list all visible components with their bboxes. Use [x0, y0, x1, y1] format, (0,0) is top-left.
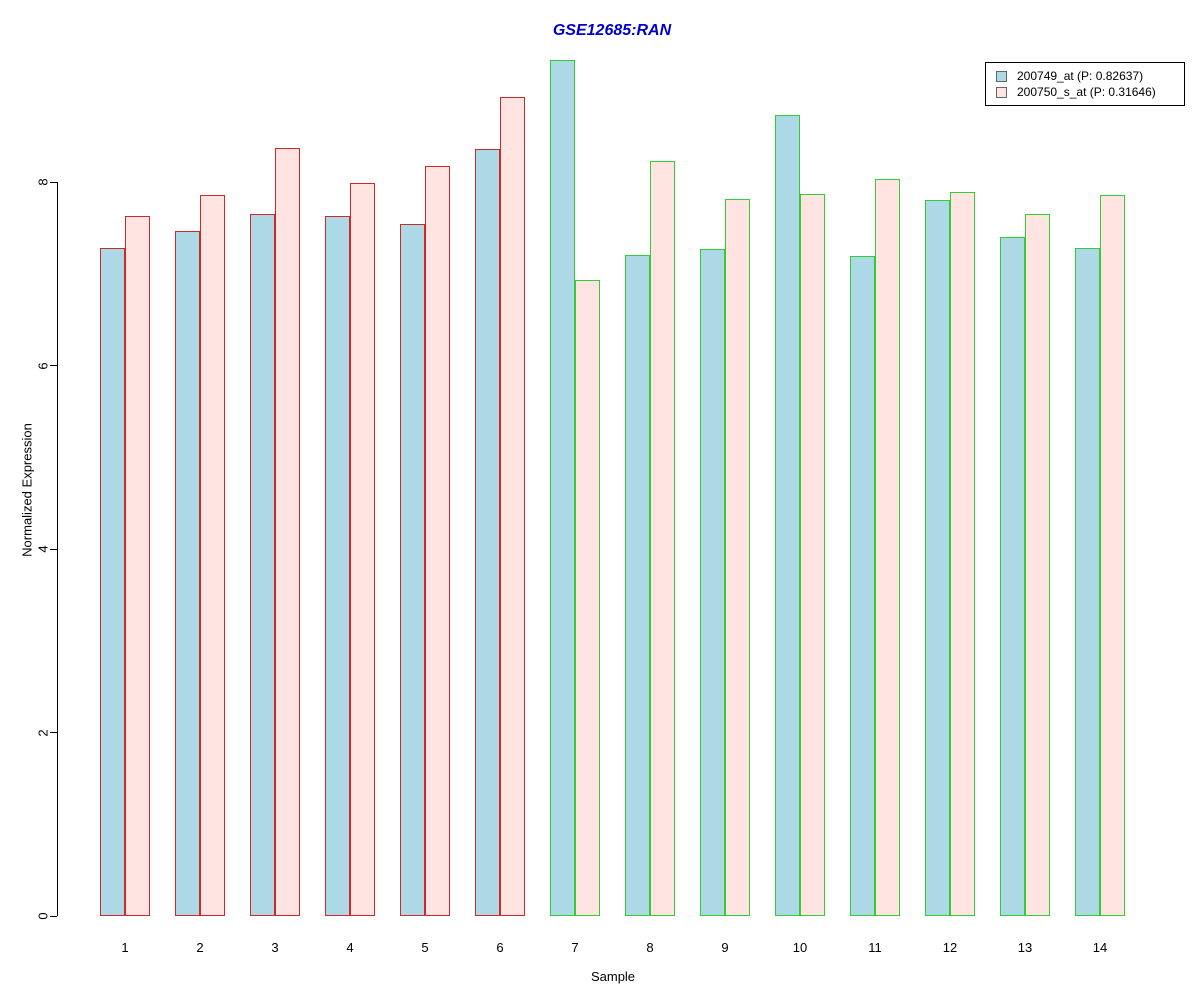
y-axis-tick-label: 0	[35, 912, 51, 920]
bar-sample3-200749_at	[250, 214, 275, 916]
x-tick-label-2: 2	[196, 940, 204, 955]
y-axis-line	[57, 182, 58, 916]
x-tick-label-14: 14	[1092, 940, 1108, 955]
legend-swatch-series1-icon	[996, 70, 1007, 82]
y-axis-tick	[50, 181, 57, 183]
x-tick-label-10: 10	[792, 940, 808, 955]
y-axis-tick-label: 6	[35, 362, 51, 370]
x-axis-title: Sample	[590, 969, 636, 984]
bar-sample14-200750_s_at	[1100, 195, 1125, 916]
x-tick-label-9: 9	[721, 940, 729, 955]
bar-sample3-200750_s_at	[275, 148, 300, 916]
chart-title: GSE12685:RAN	[552, 22, 672, 39]
bar-sample6-200750_s_at	[500, 97, 525, 916]
bar-sample11-200750_s_at	[875, 179, 900, 916]
x-tick-label-12: 12	[942, 940, 958, 955]
x-tick-label-13: 13	[1017, 940, 1033, 955]
bar-sample1-200749_at	[100, 248, 125, 916]
legend-label-series1: 200749_at (P: 0.82637)	[1017, 69, 1144, 83]
y-axis-tick	[50, 365, 57, 367]
bar-sample8-200750_s_at	[650, 161, 675, 916]
bar-sample13-200750_s_at	[1025, 214, 1050, 916]
legend-item: 200749_at (P: 0.82637)	[994, 68, 1176, 84]
bar-sample11-200749_at	[850, 256, 875, 916]
y-axis-tick	[50, 548, 57, 550]
y-axis-tick	[50, 732, 57, 734]
x-tick-label-1: 1	[121, 940, 129, 955]
bar-sample10-200749_at	[775, 115, 800, 916]
legend-label-series2: 200750_s_at (P: 0.31646)	[1017, 85, 1156, 99]
legend-swatch-series2-icon	[996, 86, 1007, 98]
x-tick-label-4: 4	[346, 940, 354, 955]
legend-item: 200750_s_at (P: 0.31646)	[994, 84, 1176, 100]
bar-sample14-200749_at	[1075, 248, 1100, 916]
y-axis-tick-label: 4	[35, 545, 51, 553]
bar-sample7-200750_s_at	[575, 280, 600, 916]
bar-sample8-200749_at	[625, 255, 650, 916]
bar-sample2-200749_at	[175, 231, 200, 916]
x-tick-label-3: 3	[271, 940, 279, 955]
bar-sample2-200750_s_at	[200, 195, 225, 916]
bar-sample4-200750_s_at	[350, 183, 375, 916]
bar-sample12-200749_at	[925, 200, 950, 916]
x-tick-label-5: 5	[421, 940, 429, 955]
bar-sample13-200749_at	[1000, 237, 1025, 916]
legend: 200749_at (P: 0.82637) 200750_s_at (P: 0…	[985, 62, 1185, 106]
bar-sample9-200750_s_at	[725, 199, 750, 916]
bar-sample5-200750_s_at	[425, 166, 450, 916]
bar-sample4-200749_at	[325, 216, 350, 916]
bar-sample1-200750_s_at	[125, 216, 150, 916]
bar-sample5-200749_at	[400, 224, 425, 916]
y-axis-tick-label: 8	[35, 178, 51, 187]
x-tick-label-6: 6	[496, 940, 504, 955]
y-axis-tick	[50, 915, 57, 917]
bar-sample7-200749_at	[550, 60, 575, 916]
x-tick-label-11: 11	[868, 940, 882, 955]
bar-sample12-200750_s_at	[950, 192, 975, 916]
y-axis-tick-label: 2	[35, 728, 51, 737]
bar-sample6-200749_at	[475, 149, 500, 916]
bar-sample9-200749_at	[700, 249, 725, 916]
x-tick-label-8: 8	[646, 940, 654, 955]
bar-sample10-200750_s_at	[800, 194, 825, 916]
x-tick-label-7: 7	[571, 940, 579, 955]
y-axis-title: Normalized Expression	[19, 423, 35, 557]
